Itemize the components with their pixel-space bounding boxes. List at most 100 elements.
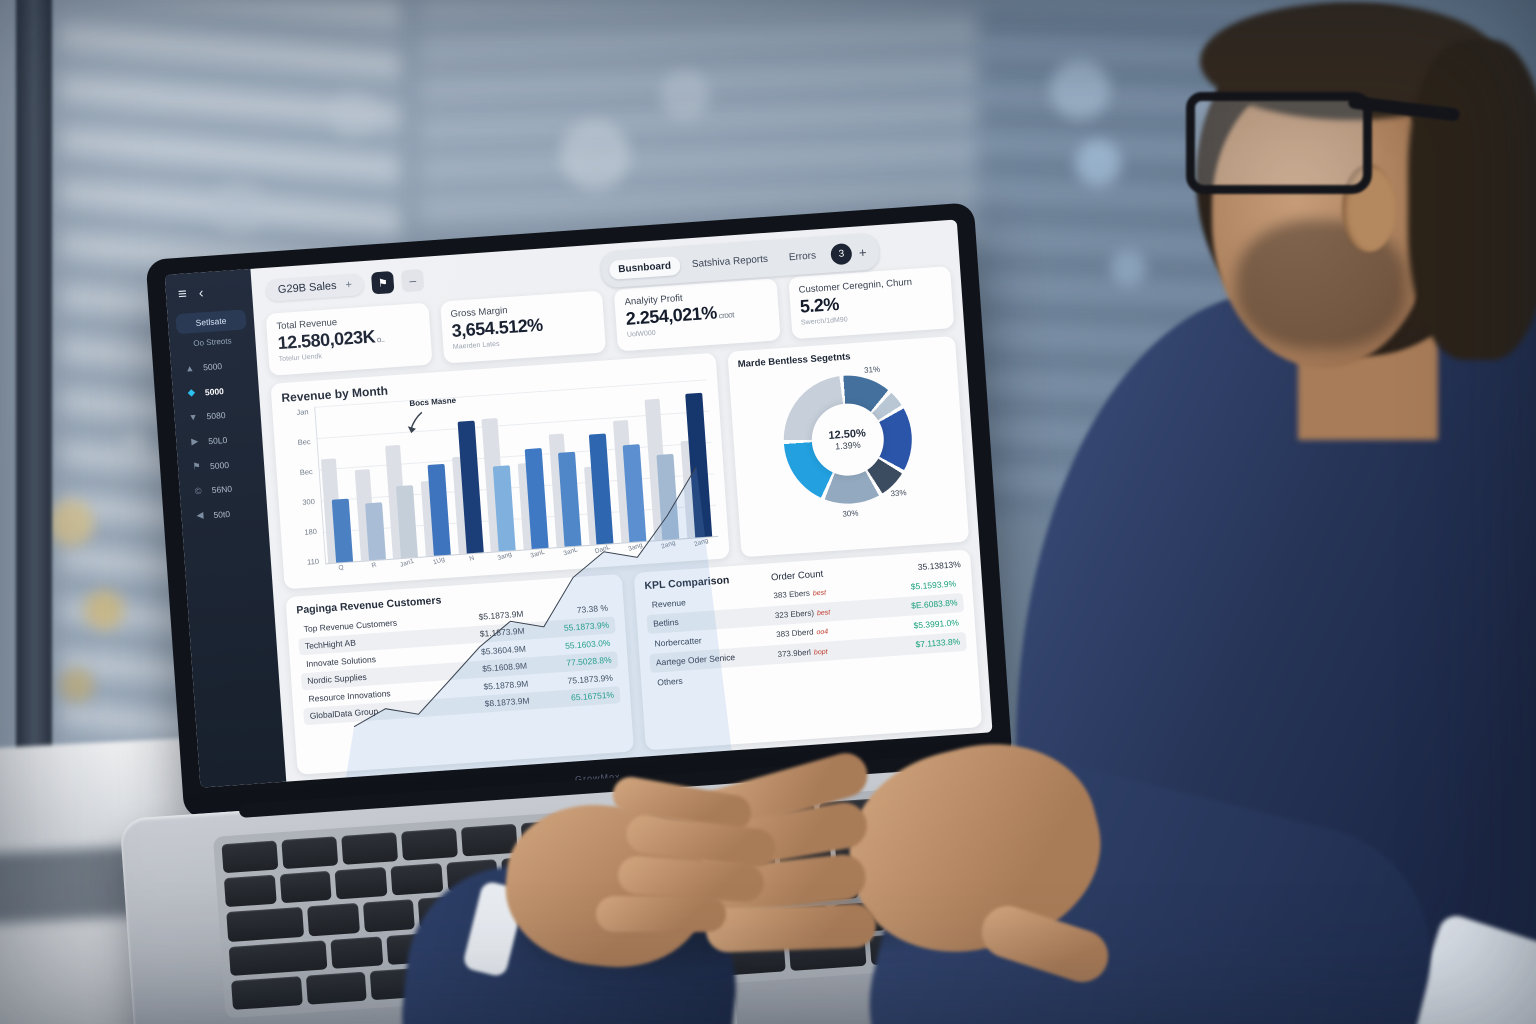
kpi-row-percent bbox=[875, 661, 962, 667]
key bbox=[362, 899, 416, 933]
revenue-chart-card: Revenue by Month Jan Bec Bec 300 180 110 Bocs… bbox=[270, 352, 735, 788]
sidebar-item-label: 5000 bbox=[204, 385, 225, 397]
y-tick-label: 180 bbox=[304, 526, 318, 537]
bokeh-light bbox=[48, 500, 94, 546]
add-tab-icon[interactable]: + bbox=[858, 244, 868, 260]
sidebar-item-label: 50t0 bbox=[213, 508, 231, 520]
kpi-row-percent: $5.1593.9% bbox=[910, 578, 957, 592]
sidebar-item-label: 50L0 bbox=[207, 434, 228, 446]
bokeh-light bbox=[660, 70, 710, 120]
bokeh-light bbox=[1110, 250, 1146, 286]
triangle-up-icon: ▲ bbox=[184, 363, 195, 374]
screen-bezel: Busnboard Satshiva Reports Errors 3 + G29B… bbox=[145, 202, 1013, 819]
kpi-suffix: o.. bbox=[374, 334, 385, 345]
key bbox=[226, 907, 305, 942]
bar-chart: Jan Bec Bec 300 180 110 Bocs Masne bbox=[282, 379, 735, 788]
key bbox=[231, 975, 303, 1010]
kpi-card: Gross Margin 3,654.512% Maerden Lates bbox=[439, 290, 607, 364]
chevron-down-icon: ▼ bbox=[188, 411, 198, 423]
play-icon: ▶ bbox=[190, 435, 199, 447]
key bbox=[330, 936, 384, 969]
kpi-row-tag: best bbox=[812, 589, 827, 598]
glasses-frame bbox=[1186, 92, 1372, 194]
collapse-button[interactable]: – bbox=[401, 268, 425, 293]
sidebar-nav-head: ≡ ‹ bbox=[165, 269, 253, 311]
person-hair-back bbox=[1408, 40, 1536, 360]
window-mullion bbox=[16, 0, 52, 810]
bokeh-light bbox=[60, 668, 94, 702]
kpi-row-count: 323 Ebers) best bbox=[774, 608, 831, 620]
donut-slice-label: 30% bbox=[842, 508, 859, 519]
key bbox=[228, 939, 328, 976]
kpi-card: Analyity Profit 2.254,021% croot UolW000 bbox=[613, 278, 781, 352]
add-icon[interactable]: + bbox=[345, 278, 353, 292]
user-avatar[interactable]: 3 bbox=[830, 242, 853, 265]
hamburger-menu-icon[interactable]: ≡ bbox=[177, 284, 188, 303]
window-city-blur bbox=[420, 0, 980, 240]
donut-chart: 12.50% 1.39% 31% 33% 30% bbox=[767, 360, 927, 520]
tab-busnboard[interactable]: Busnboard bbox=[608, 255, 681, 280]
dashboard-content: Total Revenue 12.580,023K o.. Totelur Uend… bbox=[265, 266, 983, 788]
bokeh-light bbox=[560, 120, 630, 190]
key bbox=[334, 867, 388, 900]
y-tick-label: Jan bbox=[296, 407, 309, 418]
bokeh-light bbox=[84, 590, 124, 630]
annotation-arrow bbox=[408, 411, 423, 434]
y-tick-label: 110 bbox=[306, 556, 320, 567]
workspace-title-pill[interactable]: G29B Sales + bbox=[265, 273, 365, 302]
bokeh-light bbox=[1075, 140, 1121, 186]
trend-line bbox=[342, 379, 735, 788]
kpi-card: Customer Ceregnin, Churn 5.2% Swerch/1dM90 bbox=[787, 266, 955, 340]
y-axis-labels: Jan Bec Bec 300 180 110 bbox=[282, 407, 320, 580]
kpi-row-tag: oo4 bbox=[816, 628, 829, 637]
bokeh-light bbox=[120, 430, 150, 460]
pin-button[interactable]: ⚑ bbox=[371, 270, 395, 295]
donut-center-subvalue: 1.39% bbox=[834, 439, 862, 452]
sidebar-item-label: 56N0 bbox=[211, 483, 233, 496]
sidebar-item-label: 5080 bbox=[206, 410, 226, 422]
copyright-icon: © bbox=[194, 485, 202, 497]
chevron-left-icon: ◀ bbox=[196, 509, 204, 521]
kpi-suffix: croot bbox=[716, 310, 735, 321]
kpi-row-count bbox=[779, 667, 875, 674]
bokeh-light bbox=[1050, 60, 1110, 120]
finger bbox=[596, 896, 726, 932]
kpi-row-tag: bopt bbox=[813, 648, 828, 657]
donut-slice-label: 31% bbox=[863, 364, 881, 375]
charts-row: Revenue by Month Jan Bec Bec 300 180 110 Bocs… bbox=[270, 335, 970, 788]
sidebar-secondary-item[interactable]: Oo Streots bbox=[193, 336, 232, 349]
tab-satshiva-reports[interactable]: Satshiva Reports bbox=[691, 253, 769, 270]
flag-icon: ⚑ bbox=[377, 276, 389, 290]
dashboard-screen: Busnboard Satshiva Reports Errors 3 + G29B… bbox=[164, 219, 993, 788]
key bbox=[305, 971, 368, 1005]
kpi-header-value: 35.13813% bbox=[917, 559, 962, 573]
bokeh-light bbox=[330, 90, 378, 138]
key bbox=[390, 863, 443, 896]
kpi-row-percent: $7.1133.8% bbox=[915, 636, 961, 650]
sidebar-item[interactable]: ◀ 50t0 bbox=[181, 498, 269, 529]
flag-icon: ⚑ bbox=[192, 460, 201, 472]
key bbox=[460, 823, 518, 857]
key bbox=[279, 871, 332, 904]
key bbox=[223, 874, 277, 908]
plot-area: Bocs Masne bbox=[314, 379, 735, 788]
minus-icon: – bbox=[408, 273, 417, 288]
droplet-icon: ◆ bbox=[187, 387, 196, 398]
key bbox=[400, 827, 458, 861]
laptop: Busnboard Satshiva Reports Errors 3 + G29B… bbox=[119, 160, 1119, 1024]
key bbox=[281, 836, 339, 870]
kpi-row-count: 383 Dberd oo4 bbox=[775, 627, 829, 640]
key bbox=[221, 840, 279, 874]
key bbox=[341, 832, 398, 866]
tab-list: Busnboard Satshiva Reports Errors bbox=[608, 245, 826, 280]
sidebar-item-label: 5000 bbox=[209, 459, 230, 471]
tab-errors[interactable]: Errors bbox=[788, 249, 817, 263]
sidebar-item-label: 5000 bbox=[202, 361, 223, 373]
kpi-card: Total Revenue 12.580,023K o.. Totelur Uend… bbox=[265, 302, 433, 376]
y-tick-label: Bec bbox=[299, 467, 314, 477]
kpi-row-percent: $5.3991.0% bbox=[913, 617, 960, 631]
back-chevron-icon[interactable]: ‹ bbox=[198, 284, 204, 301]
sidebar-primary-item[interactable]: Setlsate bbox=[175, 309, 247, 335]
finger bbox=[705, 903, 877, 953]
